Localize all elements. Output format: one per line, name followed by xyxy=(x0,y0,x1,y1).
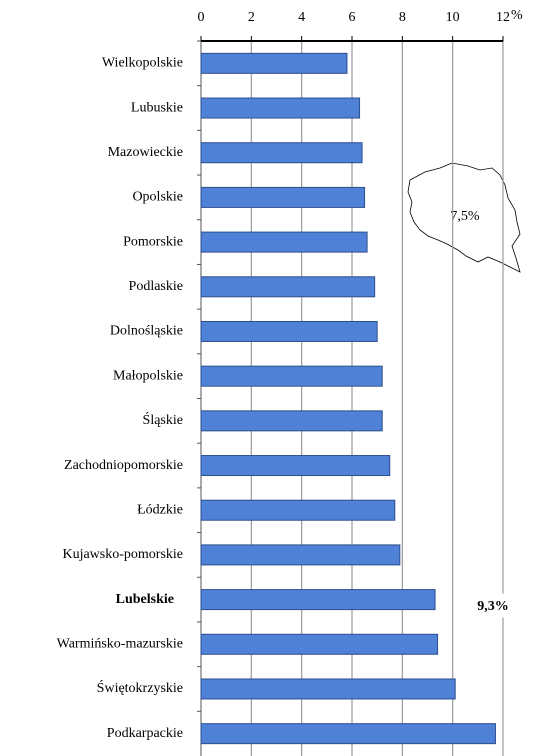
bar xyxy=(200,410,383,432)
bar xyxy=(200,455,391,477)
y-tick-label: Podlaskie xyxy=(129,279,183,294)
bar xyxy=(200,231,368,253)
y-tick-label: Świętokrzyskie xyxy=(97,679,183,696)
bar xyxy=(200,186,366,208)
bar xyxy=(200,320,378,342)
x-tick-label: 2 xyxy=(248,10,255,25)
bar xyxy=(200,723,496,745)
bar xyxy=(200,97,361,119)
y-tick-label: Podkarpackie xyxy=(107,726,183,741)
y-tick-label: Lubelskie xyxy=(116,592,174,607)
y-tick-label: Mazowieckie xyxy=(108,145,183,160)
y-tick-label: Zachodniopomorskie xyxy=(64,458,183,473)
bar xyxy=(200,276,376,298)
x-tick-label: 8 xyxy=(399,10,406,25)
label-bg xyxy=(470,593,518,618)
bar xyxy=(200,142,363,164)
bar xyxy=(200,365,383,387)
x-tick-label: 4 xyxy=(298,10,305,25)
y-tick-label: Wielkopolskie xyxy=(102,56,183,71)
unit-label: % xyxy=(511,8,523,23)
y-tick-label: Pomorskie xyxy=(123,234,183,249)
poland-map xyxy=(407,162,521,273)
x-tick-label: 6 xyxy=(349,10,356,25)
bar xyxy=(200,52,348,74)
bar xyxy=(200,499,396,521)
y-tick-label: Łódzkie xyxy=(137,502,183,517)
bar xyxy=(200,589,436,611)
y-tick-label: Małopolskie xyxy=(113,368,183,383)
bar xyxy=(200,633,439,655)
x-tick-label: 12 xyxy=(496,10,510,25)
y-tick-label: Śląskie xyxy=(143,411,183,428)
y-tick-label: Opolskie xyxy=(132,190,183,205)
y-tick-label: Warmińsko-mazurskie xyxy=(57,637,183,652)
highlight-annotation: 9,3% xyxy=(477,599,509,614)
y-tick-label: Dolnośląskie xyxy=(110,324,183,339)
bar xyxy=(200,678,456,700)
x-tick-label: 10 xyxy=(446,10,460,25)
y-tick-label: Lubuskie xyxy=(131,100,183,115)
x-tick-label: 0 xyxy=(198,10,205,25)
y-tick-label: Kujawsko-pomorskie xyxy=(62,547,183,562)
map-annotation: 7,5% xyxy=(450,209,480,224)
bar xyxy=(200,544,401,566)
